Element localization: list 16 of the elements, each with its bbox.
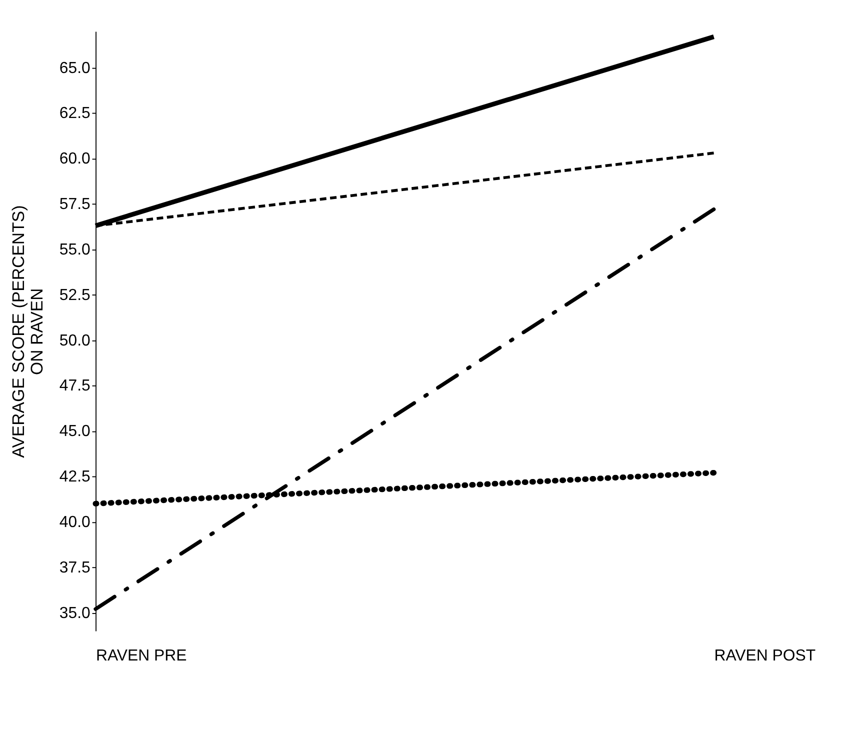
y-tick-label: 45.0 <box>59 423 91 440</box>
y-tick-label: 62.5 <box>59 105 91 122</box>
y-tick-label: 47.5 <box>59 378 91 395</box>
y-tick-label: 37.5 <box>59 559 91 576</box>
y-tick-label: 55.0 <box>59 241 91 258</box>
y-tick-label: 40.0 <box>59 514 91 531</box>
y-tick-label: 35.0 <box>59 604 91 622</box>
y-tick-label: 57.5 <box>59 196 91 214</box>
x-tick-label: RAVEN POST <box>714 647 816 664</box>
y-axis-title: AVERAGE SCORE (PERCENTS) ON RAVEN <box>8 205 47 458</box>
y-tick-label: 42.5 <box>59 468 91 486</box>
y-tick-label: 60.0 <box>59 150 91 168</box>
x-tick-label: RAVEN PRE <box>96 647 187 664</box>
y-tick-label: 65.0 <box>59 60 91 77</box>
y-tick-label: 50.0 <box>59 332 91 350</box>
y-tick-label: 52.5 <box>59 286 91 304</box>
